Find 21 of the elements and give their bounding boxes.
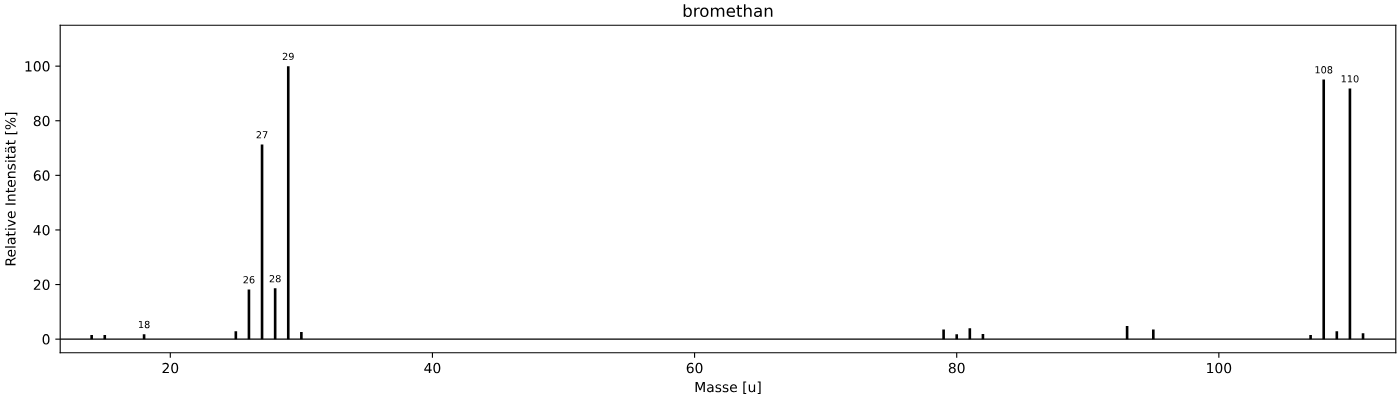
annotation: 110 [1341, 75, 1359, 83]
x-tick-label: 60 [686, 362, 703, 374]
x-tick-label: 80 [948, 362, 965, 374]
annotation: 29 [282, 52, 294, 61]
y-tick-label: 40 [33, 224, 50, 236]
annotation: 18 [138, 320, 150, 329]
y-tick-label: 20 [33, 279, 50, 291]
y-tick-label: 80 [33, 115, 50, 127]
x-tick-label: 20 [162, 362, 179, 374]
annotation: 28 [269, 274, 281, 283]
annotation: 108 [1315, 66, 1333, 74]
annotation: 26 [243, 276, 255, 284]
x-tick-label: 40 [424, 362, 441, 374]
x-tick-label: 100 [1207, 362, 1232, 374]
y-axis-title: Relative Intensität [%] [4, 112, 18, 266]
chart-title: bromethan [683, 4, 773, 18]
x-axis-title: Masse [u] [695, 381, 761, 394]
annotation: 27 [256, 131, 268, 139]
y-tick-label: 0 [42, 334, 50, 345]
y-tick-label: 60 [33, 170, 50, 181]
y-tick-label: 100 [25, 61, 50, 72]
